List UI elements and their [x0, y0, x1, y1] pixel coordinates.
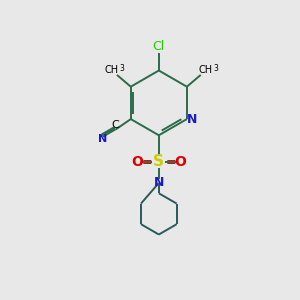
Text: S: S	[153, 154, 164, 169]
Text: =: =	[142, 157, 152, 169]
Text: Cl: Cl	[153, 40, 165, 52]
Text: C: C	[111, 120, 119, 130]
Text: =: =	[165, 157, 176, 169]
Text: 3: 3	[119, 64, 124, 74]
Text: CH: CH	[199, 65, 213, 75]
Text: O: O	[175, 155, 187, 169]
Text: N: N	[98, 134, 107, 144]
Text: N: N	[187, 112, 197, 126]
Text: N: N	[154, 176, 164, 190]
Text: CH: CH	[105, 65, 119, 75]
Text: O: O	[131, 155, 143, 169]
Text: 3: 3	[213, 64, 218, 74]
